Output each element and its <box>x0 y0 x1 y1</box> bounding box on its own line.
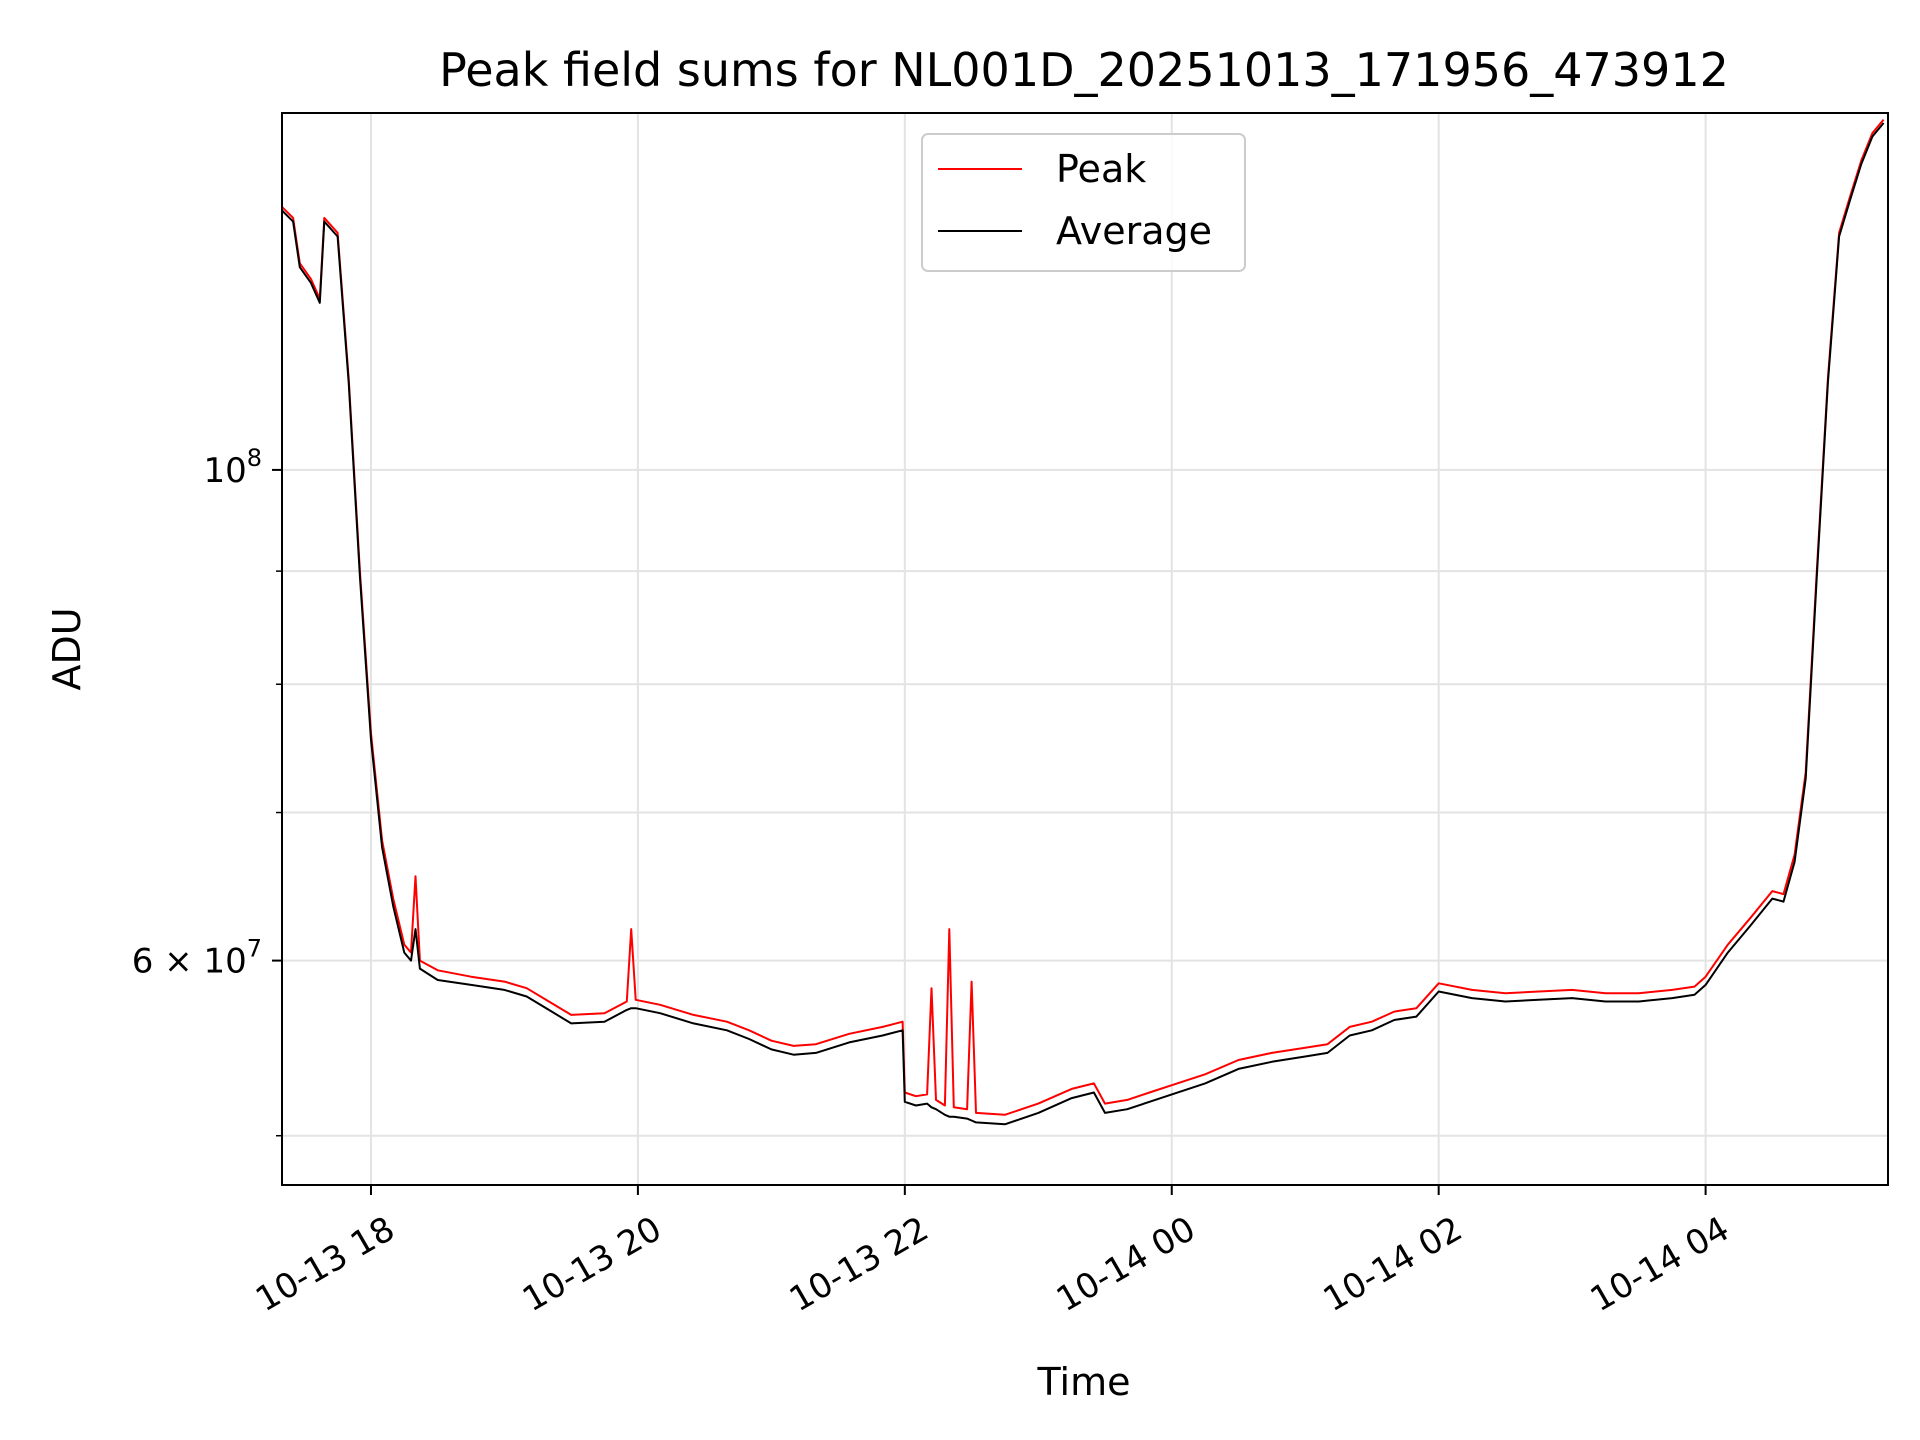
y-tick-label-exponent: 7 <box>247 935 262 963</box>
grid <box>282 113 1888 1185</box>
legend-label-peak: Peak <box>1056 147 1146 191</box>
axes-frame <box>281 112 1889 1186</box>
y-tick-label-exponent: 8 <box>247 444 262 472</box>
chart-title: Peak field sums for NL001D_20251013_1719… <box>439 43 1729 97</box>
series-peak-line <box>282 118 1885 1116</box>
y-axis-label: ADU <box>45 607 89 690</box>
y-tick-label-base: 6 × 10 <box>132 942 247 982</box>
y-tick-label-base: 10 <box>203 451 246 491</box>
x-axis-label: Time <box>1037 1360 1131 1404</box>
y-tick-label: 6 × 107 <box>132 935 262 982</box>
plot-area <box>282 118 1885 1126</box>
y-tick-label: 108 <box>203 444 262 491</box>
series-average-line <box>282 122 1885 1126</box>
y-axis-ticks: 108 6 × 107 <box>132 444 282 1137</box>
legend: Peak Average <box>921 133 1246 272</box>
legend-label-average: Average <box>1056 209 1212 253</box>
